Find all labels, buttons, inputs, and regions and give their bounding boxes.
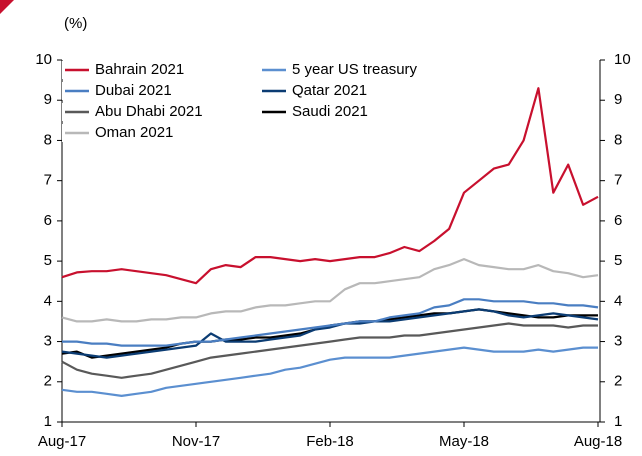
x-tick-label: Feb-18: [306, 433, 354, 450]
legend-bg: [62, 82, 252, 100]
y-tick-label: 4: [44, 292, 52, 309]
legend-label: Dubai 2021: [95, 82, 172, 99]
legend-bg: [259, 103, 449, 121]
series-line: [61, 258, 599, 323]
legend-bg: [259, 61, 449, 79]
series-line: [61, 346, 598, 397]
legend-label: Qatar 2021: [292, 82, 367, 99]
legend-bg: [62, 103, 252, 121]
legend-bg: [62, 61, 252, 79]
legend-bg: [62, 124, 252, 142]
series-line: [61, 308, 599, 359]
y-tick-label: 6: [44, 212, 52, 229]
y2-tick-label: 1: [614, 413, 622, 430]
y2-tick-label: 5: [614, 252, 622, 269]
y2-tick-label: 9: [614, 91, 622, 108]
y2-tick-label: 3: [614, 333, 622, 350]
legend-label: Bahrain 2021: [95, 61, 184, 78]
legend-label: Oman 2021: [95, 124, 173, 141]
legend-label: 5 year US treasury: [292, 61, 418, 78]
y2-tick-label: 2: [614, 373, 622, 390]
x-tick-label: Aug-18: [574, 433, 622, 450]
y-axis-label: (%): [64, 15, 87, 32]
y2-tick-label: 4: [614, 292, 622, 309]
y-tick-label: 1: [44, 413, 52, 430]
y2-tick-label: 6: [614, 212, 622, 229]
x-tick-label: Nov-17: [172, 433, 220, 450]
y-tick-label: 3: [44, 333, 52, 350]
legend-label: Abu Dhabi 2021: [95, 103, 203, 120]
series-line: [61, 322, 598, 379]
y2-tick-label: 7: [614, 172, 622, 189]
y-tick-label: 2: [44, 373, 52, 390]
series-line: [62, 298, 599, 347]
x-tick-label: Aug-17: [38, 433, 86, 450]
x-tick-label: May-18: [439, 433, 489, 450]
legend-bg: [259, 82, 449, 100]
y-tick-label: 9: [44, 91, 52, 108]
y-tick-label: 5: [44, 252, 52, 269]
series-line: [61, 87, 599, 285]
y-tick-label: 10: [35, 51, 52, 68]
legend-label: Saudi 2021: [292, 103, 368, 120]
corner-mark: [0, 0, 14, 14]
y-tick-label: 8: [44, 131, 52, 148]
y2-tick-label: 10: [614, 51, 631, 68]
y2-tick-label: 8: [614, 131, 622, 148]
y-tick-label: 7: [44, 172, 52, 189]
